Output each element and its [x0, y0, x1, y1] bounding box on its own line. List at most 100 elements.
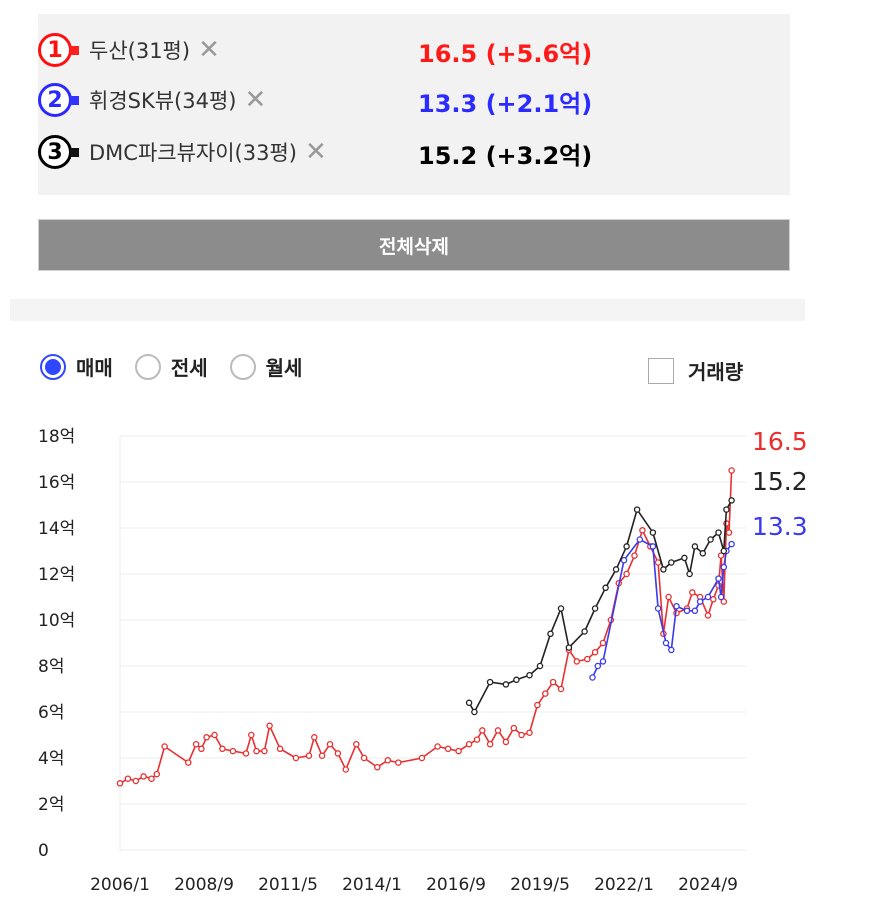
data-point [639, 527, 646, 534]
data-point [591, 648, 599, 656]
x-tick-label: 2014/1 [342, 875, 402, 895]
data-point [673, 602, 680, 610]
data-point [720, 598, 728, 605]
data-point [557, 605, 565, 612]
data-point [124, 775, 132, 782]
x-tick-label: 2008/9 [174, 875, 234, 895]
apartment-price: 15.2 (+3.2억) [418, 142, 593, 170]
data-point [623, 570, 630, 578]
y-tick-label: 4억 [38, 749, 64, 769]
divider-band [10, 299, 805, 321]
radio-deal-type-3[interactable]: 월세 [229, 352, 302, 381]
data-point [633, 506, 641, 513]
data-point [599, 658, 607, 665]
data-point [696, 598, 704, 605]
data-point [465, 699, 473, 707]
data-point [518, 731, 525, 739]
apartment-name: 두산(31평) [89, 39, 191, 63]
data-point [261, 747, 268, 755]
data-point [649, 543, 657, 550]
data-point [589, 674, 596, 681]
x-tick-label: 2016/9 [426, 875, 486, 895]
data-point [248, 731, 255, 739]
close-icon[interactable]: ✕ [304, 137, 327, 167]
close-icon[interactable]: ✕ [198, 35, 220, 65]
data-point [602, 584, 609, 592]
delete-all-button[interactable]: 전체삭제 [38, 219, 790, 271]
data-point [665, 593, 672, 601]
y-tick-label: 0 [38, 841, 49, 861]
data-point [681, 554, 688, 562]
data-point [510, 724, 518, 732]
radio-circle[interactable] [229, 353, 256, 380]
data-point [334, 750, 342, 757]
data-point [573, 658, 581, 665]
apartment-name: 휘경SK뷰(34평) [89, 89, 237, 113]
data-point [668, 646, 675, 654]
series-end-label: 15.2 [752, 467, 808, 496]
data-point [717, 593, 725, 601]
volume-toggle[interactable]: 거래량 [648, 356, 743, 385]
data-point [311, 734, 318, 741]
data-point [219, 745, 226, 753]
data-point [536, 662, 544, 670]
radio-deal-type-2[interactable]: 전세 [134, 352, 208, 381]
data-point [253, 747, 260, 755]
data-point [326, 740, 334, 748]
data-point [660, 566, 667, 573]
data-point [623, 543, 630, 550]
data-point [292, 754, 300, 762]
compare-item-2: 2 휘경SK뷰(34평) ✕ [38, 80, 266, 120]
data-point [549, 678, 557, 686]
data-point [620, 556, 628, 564]
volume-label: 거래량 [688, 360, 744, 384]
series-color-marker [70, 45, 79, 55]
y-tick-label: 2억 [38, 795, 64, 815]
data-point [192, 740, 200, 748]
radio-deal-type-1[interactable]: 매매 [40, 352, 113, 381]
data-point [229, 747, 237, 755]
y-tick-label: 16억 [38, 473, 75, 493]
data-point [479, 727, 486, 734]
data-point [534, 701, 541, 709]
data-point [581, 628, 588, 635]
data-point [565, 644, 573, 651]
data-point [591, 605, 599, 612]
data-point [654, 605, 662, 612]
radio-circle[interactable] [40, 353, 66, 380]
data-point [473, 736, 481, 743]
data-point [513, 676, 520, 684]
y-tick-label: 8억 [38, 657, 64, 677]
data-point [612, 566, 620, 573]
data-point [584, 655, 591, 663]
data-point [728, 540, 735, 548]
data-point [649, 529, 657, 536]
data-point [715, 575, 722, 582]
y-tick-label: 10억 [38, 611, 75, 631]
data-point [342, 766, 350, 773]
data-point [631, 552, 638, 559]
data-point [636, 536, 644, 543]
series-end-label: 16.5 [752, 427, 808, 456]
x-tick-label: 2011/5 [258, 875, 318, 895]
data-point [360, 754, 368, 762]
data-point [715, 529, 722, 536]
series-line [468, 500, 733, 714]
close-icon[interactable]: ✕ [244, 85, 267, 115]
data-point [198, 745, 205, 753]
data-point [434, 743, 441, 750]
data-point [699, 550, 707, 557]
volume-checkbox[interactable] [648, 357, 674, 384]
data-point [276, 745, 284, 753]
data-point [720, 563, 728, 571]
series-end-label: 13.3 [752, 512, 808, 541]
data-point [691, 607, 699, 615]
radio-circle[interactable] [134, 353, 161, 380]
data-point [725, 529, 733, 536]
data-point [542, 690, 549, 697]
x-tick-label: 2022/1 [594, 875, 654, 895]
data-point [203, 734, 210, 741]
data-point [547, 630, 554, 638]
data-point [353, 740, 360, 748]
y-tick-label: 12억 [38, 565, 75, 585]
